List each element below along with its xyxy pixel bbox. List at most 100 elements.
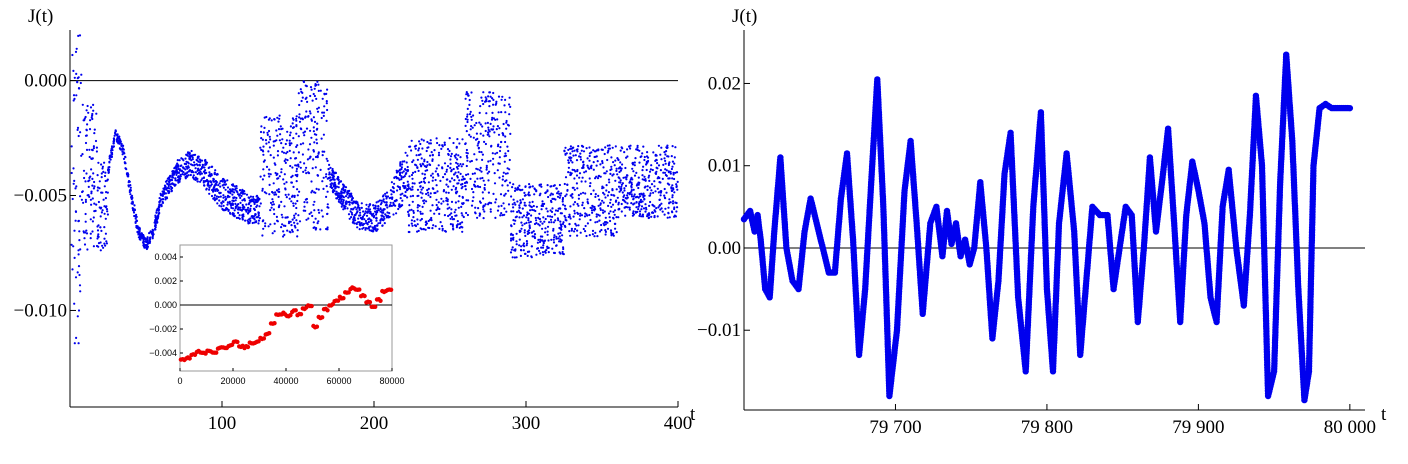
data-point	[676, 180, 679, 183]
data-point	[277, 188, 280, 191]
data-point	[278, 117, 281, 120]
data-point	[542, 242, 545, 245]
data-point	[671, 194, 674, 197]
data-point	[161, 201, 165, 204]
data-point	[471, 199, 474, 203]
data-point	[234, 187, 237, 190]
data-point	[534, 209, 537, 213]
data-point	[306, 158, 309, 161]
data-point	[481, 176, 484, 180]
data-point	[245, 203, 248, 206]
data-point	[416, 230, 419, 233]
data-point	[492, 128, 495, 131]
data-point	[411, 185, 414, 188]
data-point	[623, 194, 626, 197]
data-point	[497, 205, 500, 208]
data-point	[369, 218, 372, 221]
data-point	[372, 204, 375, 207]
data-point	[474, 206, 477, 209]
data-point	[289, 157, 292, 160]
data-point	[208, 188, 211, 191]
data-point	[523, 252, 527, 255]
data-point	[495, 198, 498, 201]
data-point	[522, 249, 525, 252]
data-point	[456, 182, 459, 185]
data-point	[91, 114, 94, 117]
data-point	[534, 216, 537, 220]
data-point	[664, 162, 667, 165]
data-point	[107, 168, 110, 171]
data-point	[148, 232, 151, 235]
data-point	[101, 209, 104, 212]
data-point	[263, 191, 266, 194]
data-point	[556, 192, 559, 195]
data-point	[79, 195, 82, 198]
data-point	[420, 165, 423, 168]
data-point	[671, 145, 674, 148]
data-point	[272, 200, 275, 203]
data-point	[641, 169, 644, 172]
data-point	[315, 83, 318, 87]
data-point	[340, 192, 343, 195]
data-point	[84, 231, 87, 234]
data-point	[588, 213, 591, 217]
data-point	[352, 207, 355, 210]
data-point	[340, 190, 343, 193]
data-point	[85, 172, 88, 175]
data-point	[85, 109, 88, 112]
data-point	[511, 206, 515, 209]
data-point	[382, 215, 385, 218]
data-point	[558, 251, 561, 254]
data-point	[495, 100, 498, 103]
data-point	[292, 151, 295, 154]
data-point	[168, 183, 171, 186]
data-point	[338, 181, 341, 184]
data-point	[442, 189, 446, 192]
data-point	[81, 103, 84, 106]
data-point	[269, 209, 272, 212]
data-point	[277, 120, 280, 123]
data-point	[101, 167, 104, 170]
data-point	[291, 194, 294, 197]
data-point	[299, 161, 302, 164]
data-point	[423, 158, 426, 161]
data-point	[176, 162, 179, 165]
data-point	[592, 189, 595, 192]
data-point	[212, 187, 215, 190]
data-point	[631, 163, 635, 166]
data-point	[487, 100, 490, 103]
data-point	[205, 171, 208, 174]
right-x-tick-label: 79 700	[869, 417, 921, 438]
data-point	[100, 163, 103, 166]
data-point	[419, 191, 422, 194]
data-point	[312, 226, 315, 229]
data-point	[460, 205, 463, 208]
data-point	[326, 108, 329, 112]
data-point	[497, 111, 500, 114]
data-point	[288, 134, 292, 137]
data-point	[113, 134, 116, 137]
data-point	[542, 253, 545, 256]
data-point	[208, 171, 211, 174]
data-point	[390, 204, 393, 207]
data-point	[667, 211, 670, 214]
data-point	[424, 228, 427, 231]
data-point	[466, 118, 469, 121]
data-point	[301, 153, 304, 156]
data-point	[675, 183, 678, 186]
data-point	[261, 234, 264, 237]
data-point	[268, 117, 271, 120]
data-point	[581, 176, 584, 179]
data-point	[420, 196, 423, 199]
data-point	[645, 208, 648, 211]
data-point	[411, 224, 414, 227]
data-point	[278, 190, 281, 193]
data-point	[309, 94, 312, 98]
data-point	[103, 226, 106, 229]
data-point	[222, 204, 225, 207]
data-point	[82, 201, 85, 204]
data-point	[432, 224, 435, 227]
data-point	[572, 154, 575, 157]
data-point	[480, 96, 483, 99]
data-point	[652, 191, 655, 194]
